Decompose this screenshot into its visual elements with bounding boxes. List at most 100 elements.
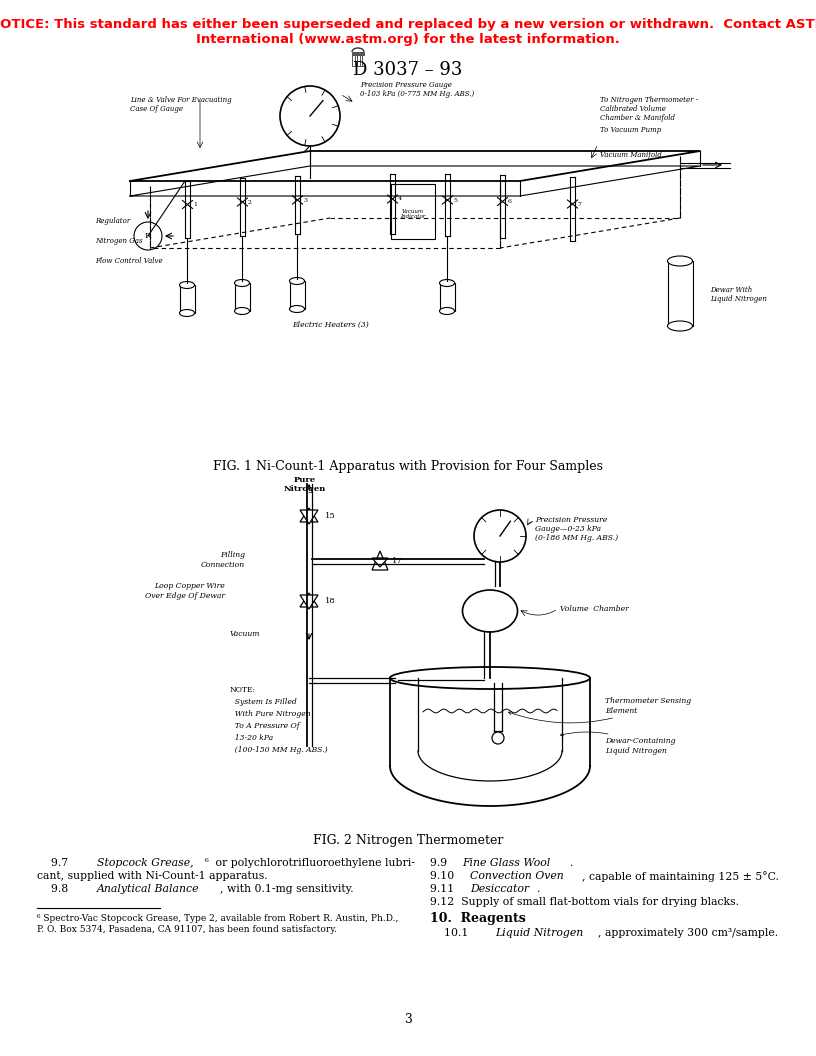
Text: 17: 17	[392, 557, 403, 565]
Text: 1: 1	[193, 202, 197, 207]
Polygon shape	[372, 551, 388, 570]
Text: Precision Pressure
Gauge—0-23 kPa
(0-186 MM Hg. ABS.): Precision Pressure Gauge—0-23 kPa (0-186…	[535, 516, 619, 543]
Text: , capable of maintaining 125 ± 5°C.: , capable of maintaining 125 ± 5°C.	[582, 871, 779, 882]
Text: Flow Control Valve: Flow Control Valve	[95, 257, 162, 265]
Polygon shape	[300, 510, 318, 524]
Text: , with 0.1-mg sensitivity.: , with 0.1-mg sensitivity.	[220, 884, 353, 894]
Text: 5: 5	[453, 197, 457, 203]
Text: FIG. 1 Ni-Count-1 Apparatus with Provision for Four Samples: FIG. 1 Ni-Count-1 Apparatus with Provisi…	[213, 460, 603, 473]
Text: cant, supplied with Ni-Count-1 apparatus.: cant, supplied with Ni-Count-1 apparatus…	[37, 871, 268, 881]
Ellipse shape	[290, 278, 304, 284]
Ellipse shape	[440, 280, 455, 286]
Text: Filling
Connection: Filling Connection	[201, 551, 245, 568]
Circle shape	[492, 732, 504, 744]
Ellipse shape	[390, 667, 590, 689]
Text: Dewar-Containing
Liquid Nitrogen: Dewar-Containing Liquid Nitrogen	[561, 732, 676, 755]
Ellipse shape	[667, 256, 693, 266]
Text: 3: 3	[404, 1013, 412, 1026]
Text: To Vacuum Pump: To Vacuum Pump	[600, 126, 661, 134]
Circle shape	[134, 222, 162, 250]
Text: Desiccator: Desiccator	[470, 884, 529, 894]
Text: 4: 4	[398, 196, 402, 202]
Text: To A Pressure Of: To A Pressure Of	[230, 722, 299, 730]
Text: Convection Oven: Convection Oven	[470, 871, 564, 881]
Bar	[353, 56, 354, 65]
Text: Loop Copper Wire
Over Edge Of Dewar: Loop Copper Wire Over Edge Of Dewar	[145, 583, 225, 600]
Text: 9.10: 9.10	[430, 871, 461, 881]
Bar	[440, 283, 455, 312]
Text: Precision Pressure Gauge
0-103 kPa (0-775 MM Hg. ABS.): Precision Pressure Gauge 0-103 kPa (0-77…	[360, 81, 474, 98]
Text: Volume  Chamber: Volume Chamber	[560, 605, 629, 612]
Text: P. O. Box 5374, Pasadena, CA 91107, has been found satisfactory.: P. O. Box 5374, Pasadena, CA 91107, has …	[37, 925, 337, 934]
Text: 3: 3	[303, 197, 307, 203]
Text: D 3037 – 93: D 3037 – 93	[353, 61, 463, 79]
Text: 10.  Reagents: 10. Reagents	[430, 912, 526, 925]
Text: 18: 18	[325, 597, 335, 605]
Text: ⁶: ⁶	[205, 857, 209, 867]
Text: R: R	[145, 232, 151, 240]
Text: Fine Glass Wool: Fine Glass Wool	[462, 857, 550, 868]
Text: 9.9: 9.9	[430, 857, 455, 868]
Text: Pure
Nitrogen: Pure Nitrogen	[284, 476, 326, 493]
Text: (100-150 MM Hg. ABS.): (100-150 MM Hg. ABS.)	[230, 746, 328, 754]
Text: Stopcock Grease,: Stopcock Grease,	[97, 857, 193, 868]
Text: Electric Heaters (3): Electric Heaters (3)	[291, 321, 368, 329]
Bar	[290, 281, 305, 309]
Text: FIG. 2 Nitrogen Thermometer: FIG. 2 Nitrogen Thermometer	[313, 834, 503, 847]
Text: System Is Filled: System Is Filled	[230, 698, 297, 706]
Ellipse shape	[290, 305, 304, 313]
Text: Liquid Nitrogen: Liquid Nitrogen	[495, 928, 583, 938]
Text: 9.12  Supply of small flat-bottom vials for drying blacks.: 9.12 Supply of small flat-bottom vials f…	[430, 897, 739, 907]
Text: International (www.astm.org) for the latest information.: International (www.astm.org) for the lat…	[196, 33, 620, 46]
Text: Line & Valve For Evacuating
Case Of Gauge: Line & Valve For Evacuating Case Of Gaug…	[130, 96, 232, 113]
Text: Vacuum Manifold: Vacuum Manifold	[600, 151, 662, 159]
Bar	[668, 261, 693, 326]
Text: NOTICE: This standard has either been superseded and replaced by a new version o: NOTICE: This standard has either been su…	[0, 18, 816, 31]
Text: Vacuum
Indicator: Vacuum Indicator	[401, 209, 426, 220]
Text: , approximately 300 cm³/sample.: , approximately 300 cm³/sample.	[598, 928, 778, 938]
Text: 15: 15	[325, 512, 335, 520]
Text: With Pure Nitrogen: With Pure Nitrogen	[230, 710, 311, 718]
Text: 9.8: 9.8	[37, 884, 75, 894]
Text: 7: 7	[578, 202, 582, 207]
Text: Nitrogen Gas: Nitrogen Gas	[95, 237, 143, 245]
Text: 9.11: 9.11	[430, 884, 461, 894]
Text: .: .	[570, 857, 574, 868]
Text: 13-20 kPa: 13-20 kPa	[230, 734, 273, 742]
Bar	[180, 285, 195, 313]
Ellipse shape	[440, 307, 455, 315]
Ellipse shape	[667, 321, 693, 331]
Text: Vacuum: Vacuum	[229, 630, 260, 638]
Ellipse shape	[180, 282, 194, 288]
Text: .: .	[537, 884, 540, 894]
Polygon shape	[372, 558, 388, 567]
Ellipse shape	[463, 590, 517, 631]
Polygon shape	[300, 508, 318, 522]
Ellipse shape	[234, 307, 250, 315]
Text: Thermometer Sensing
Element: Thermometer Sensing Element	[508, 697, 691, 723]
Bar	[352, 52, 364, 65]
Bar	[356, 56, 357, 65]
Text: ⁶ Spectro-Vac Stopcock Grease, Type 2, available from Robert R. Austin, Ph.D.,: ⁶ Spectro-Vac Stopcock Grease, Type 2, a…	[37, 914, 398, 923]
Ellipse shape	[180, 309, 194, 317]
Text: Dewar With
Liquid Nitrogen: Dewar With Liquid Nitrogen	[710, 286, 767, 303]
Bar	[391, 184, 435, 239]
Text: 6: 6	[508, 199, 512, 204]
Text: Regulator: Regulator	[95, 216, 131, 225]
Polygon shape	[300, 595, 318, 609]
Ellipse shape	[234, 280, 250, 286]
Circle shape	[280, 86, 340, 146]
Bar	[363, 56, 365, 65]
Bar	[358, 56, 360, 65]
Text: Analytical Balance: Analytical Balance	[97, 884, 199, 894]
Text: To Nitrogen Thermometer -
Calibrated Volume
Chamber & Manifold: To Nitrogen Thermometer - Calibrated Vol…	[600, 96, 698, 122]
Text: 2: 2	[248, 200, 252, 205]
Text: NOTE:: NOTE:	[230, 686, 256, 694]
Bar	[235, 283, 250, 312]
Circle shape	[474, 510, 526, 562]
Polygon shape	[300, 593, 318, 607]
Bar	[361, 56, 362, 65]
Text: 10.1: 10.1	[430, 928, 476, 938]
Text: or polychlorotrifluoroethylene lubri-: or polychlorotrifluoroethylene lubri-	[212, 857, 415, 868]
Text: 9.7: 9.7	[37, 857, 75, 868]
